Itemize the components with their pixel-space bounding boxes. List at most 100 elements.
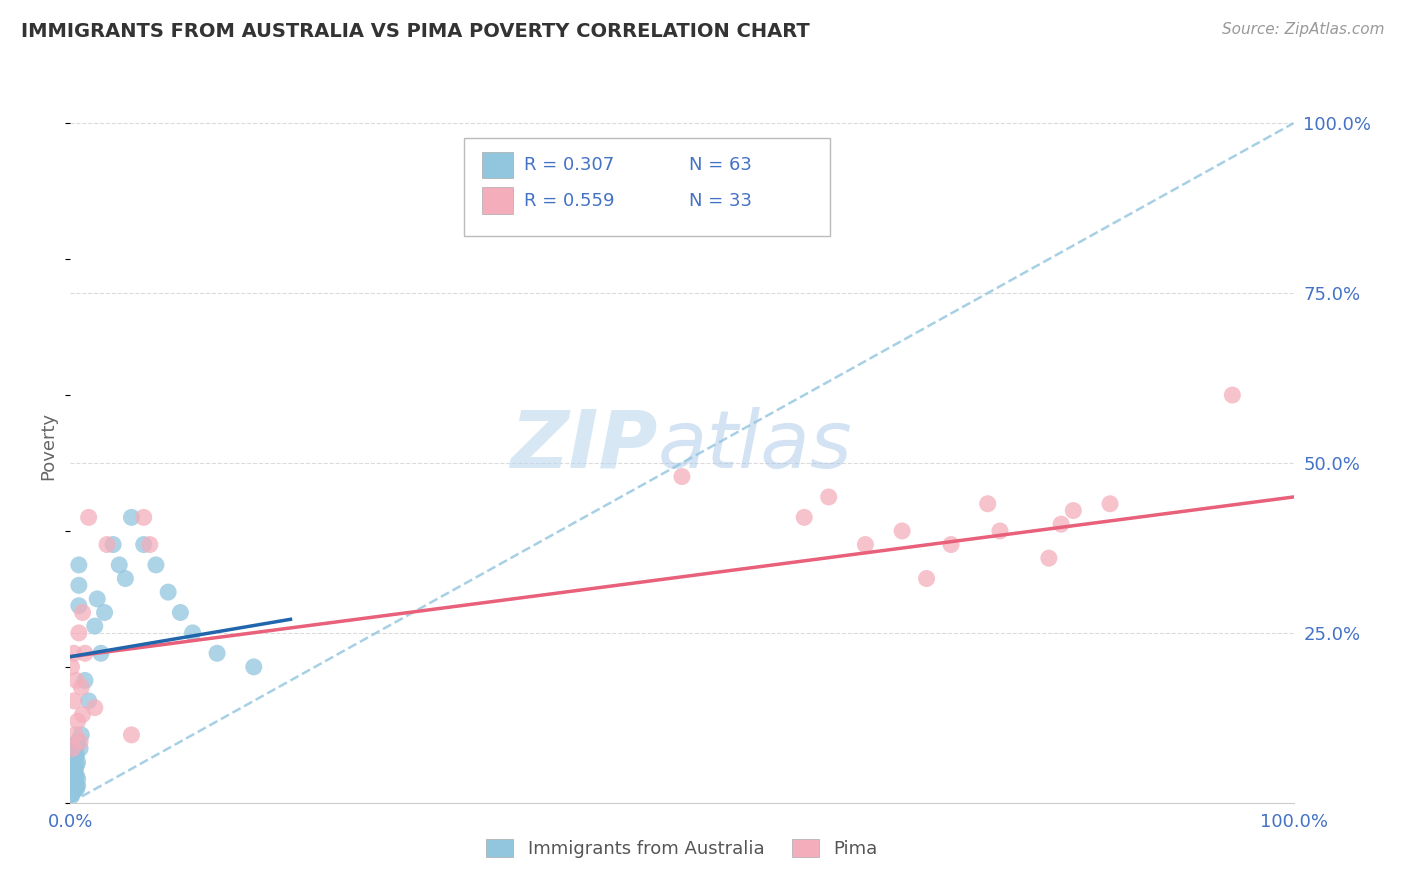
Point <box>65 782 87 797</box>
Point <box>66 772 89 786</box>
Point <box>69 734 91 748</box>
Point <box>59 782 82 797</box>
Text: R = 0.559: R = 0.559 <box>524 192 614 210</box>
Point <box>63 779 86 793</box>
Point <box>60 779 83 793</box>
Point <box>59 762 82 776</box>
Point <box>855 537 877 551</box>
Point <box>66 734 89 748</box>
Point <box>243 660 266 674</box>
Point <box>891 524 914 538</box>
Point <box>62 786 84 800</box>
Point <box>90 646 112 660</box>
Point <box>65 779 87 793</box>
Point <box>63 738 86 752</box>
Point <box>63 769 86 783</box>
Point <box>976 497 998 511</box>
Point <box>63 758 86 772</box>
Point <box>63 782 86 797</box>
Point <box>63 751 86 765</box>
Point <box>77 510 100 524</box>
Point <box>73 673 96 688</box>
Point <box>817 490 839 504</box>
Point <box>62 779 84 793</box>
Point <box>67 599 90 613</box>
Point <box>63 748 86 763</box>
Y-axis label: Poverty: Poverty <box>39 412 58 480</box>
Point <box>70 680 93 694</box>
Point <box>63 646 86 660</box>
Point <box>145 558 167 572</box>
Text: N = 63: N = 63 <box>689 156 752 174</box>
Point <box>63 782 86 797</box>
Point <box>62 741 84 756</box>
Text: ZIP: ZIP <box>510 407 658 485</box>
Point <box>65 748 87 763</box>
Point <box>121 510 143 524</box>
Point <box>65 769 87 783</box>
Point <box>60 769 83 783</box>
Text: IMMIGRANTS FROM AUSTRALIA VS PIMA POVERTY CORRELATION CHART: IMMIGRANTS FROM AUSTRALIA VS PIMA POVERT… <box>21 22 810 41</box>
Point <box>63 772 86 786</box>
Point <box>62 755 84 769</box>
Point <box>1099 497 1122 511</box>
Point <box>121 728 143 742</box>
Point <box>70 728 93 742</box>
Point <box>60 660 83 674</box>
Point <box>67 558 90 572</box>
Point <box>793 510 815 524</box>
Point <box>67 578 90 592</box>
Text: Source: ZipAtlas.com: Source: ZipAtlas.com <box>1222 22 1385 37</box>
Point <box>65 673 87 688</box>
Point <box>63 769 86 783</box>
Point <box>63 765 86 780</box>
Point <box>62 758 84 772</box>
Point <box>939 537 962 551</box>
Point <box>66 714 89 729</box>
Point <box>63 775 86 789</box>
Point <box>114 572 136 586</box>
Point <box>62 741 84 756</box>
Point <box>988 524 1011 538</box>
Text: atlas: atlas <box>658 407 852 485</box>
Point <box>77 694 100 708</box>
Point <box>205 646 228 660</box>
Point <box>60 789 83 803</box>
Point <box>139 537 162 551</box>
Point <box>83 700 105 714</box>
Point <box>63 751 86 765</box>
Point <box>60 765 83 780</box>
Point <box>169 606 191 620</box>
Point <box>86 591 108 606</box>
Point <box>72 707 94 722</box>
Point <box>157 585 180 599</box>
Point <box>1050 517 1073 532</box>
Point <box>132 537 155 551</box>
Point <box>72 606 94 620</box>
Point <box>60 775 83 789</box>
Point <box>67 626 90 640</box>
Point <box>65 738 87 752</box>
Point <box>66 779 89 793</box>
Point <box>65 758 87 772</box>
Point <box>63 728 86 742</box>
Point <box>1062 503 1084 517</box>
Point <box>63 745 86 759</box>
Point <box>62 748 84 763</box>
Point <box>93 606 115 620</box>
Point <box>69 741 91 756</box>
Text: N = 33: N = 33 <box>689 192 752 210</box>
Text: R = 0.307: R = 0.307 <box>524 156 614 174</box>
Point <box>83 619 105 633</box>
Point <box>96 537 118 551</box>
Legend: Immigrants from Australia, Pima: Immigrants from Australia, Pima <box>479 831 884 865</box>
Point <box>181 626 204 640</box>
Point <box>63 694 86 708</box>
Point <box>73 646 96 660</box>
Point <box>108 558 131 572</box>
Point <box>671 469 693 483</box>
Point <box>60 755 83 769</box>
Point <box>101 537 124 551</box>
Point <box>62 772 84 786</box>
Point <box>132 510 155 524</box>
